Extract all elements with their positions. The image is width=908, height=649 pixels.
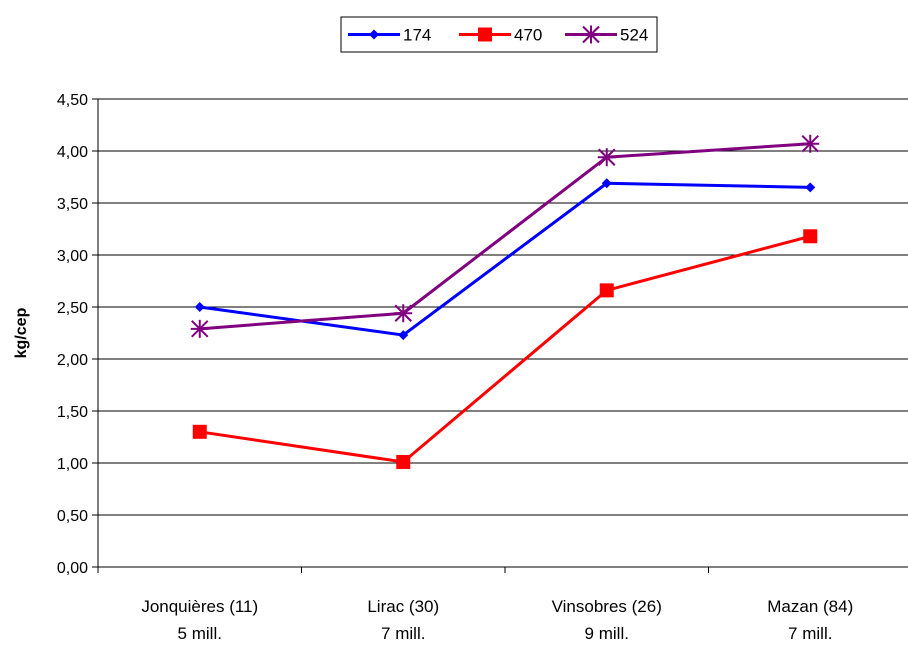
x-tick-label: 7 mill.: [788, 624, 832, 643]
legend-entry: 470: [459, 26, 542, 45]
gridlines: [98, 98, 908, 568]
data-point-star: [190, 319, 209, 338]
legend-label: 174: [403, 26, 431, 45]
y-tick-label: 2,00: [57, 352, 88, 369]
data-point-star: [597, 148, 616, 167]
data-point-square: [396, 454, 411, 469]
x-tick-label: Lirac (30): [367, 597, 439, 616]
data-point-square: [599, 283, 614, 298]
y-tick-label: 4,00: [57, 144, 88, 161]
legend: 174 470 524: [340, 16, 658, 53]
data-point-square: [803, 229, 818, 244]
x-tick-label: Vinsobres (26): [552, 597, 662, 616]
y-tick-label: 1,00: [57, 456, 88, 473]
legend-entry: 524: [565, 25, 648, 45]
legend-entry: 174: [348, 26, 431, 45]
x-tick-label: 7 mill.: [381, 624, 425, 643]
data-point-diamond: [601, 178, 612, 189]
y-axis-label: kg/cep: [13, 307, 30, 358]
data-point-diamond: [398, 330, 409, 341]
data-point-diamond: [194, 302, 205, 312]
series-line: [199, 142, 811, 331]
series-524: [190, 134, 820, 338]
series-line: [199, 234, 811, 464]
y-tick-label: 0,00: [57, 560, 88, 577]
series-layer: [190, 134, 820, 469]
y-tick-label: 4,50: [57, 92, 88, 109]
x-tick-label: Jonquières (11): [141, 597, 258, 616]
y-axis-ticks: 0,00 0,50 1,00 1,50 2,00 2,50 3,00 3,50 4,00 4,50: [57, 92, 98, 577]
data-point-square: [478, 27, 492, 42]
y-tick-label: 0,50: [57, 508, 88, 525]
y-tick-label: 2,50: [57, 300, 88, 317]
y-tick-label: 1,50: [57, 404, 88, 421]
legend-label: 470: [514, 26, 542, 45]
x-axis-ticks: Jonquières (11) 5 mill. Lirac (30) 7 mill. V…: [97, 567, 853, 643]
data-point-diamond: [369, 29, 379, 40]
x-tick-label: 9 mill.: [585, 624, 629, 643]
axes: [97, 99, 908, 568]
data-point-star: [394, 304, 413, 323]
data-point-star: [582, 25, 600, 44]
data-point-star: [801, 134, 820, 153]
series-470: [192, 229, 818, 469]
data-point-square: [192, 424, 207, 439]
y-tick-label: 3,50: [57, 196, 88, 213]
y-tick-label: 3,00: [57, 248, 88, 265]
legend-label: 524: [620, 26, 648, 45]
data-point-diamond: [805, 182, 816, 193]
x-tick-label: Mazan (84): [767, 597, 853, 616]
x-tick-label: 5 mill.: [178, 624, 222, 643]
